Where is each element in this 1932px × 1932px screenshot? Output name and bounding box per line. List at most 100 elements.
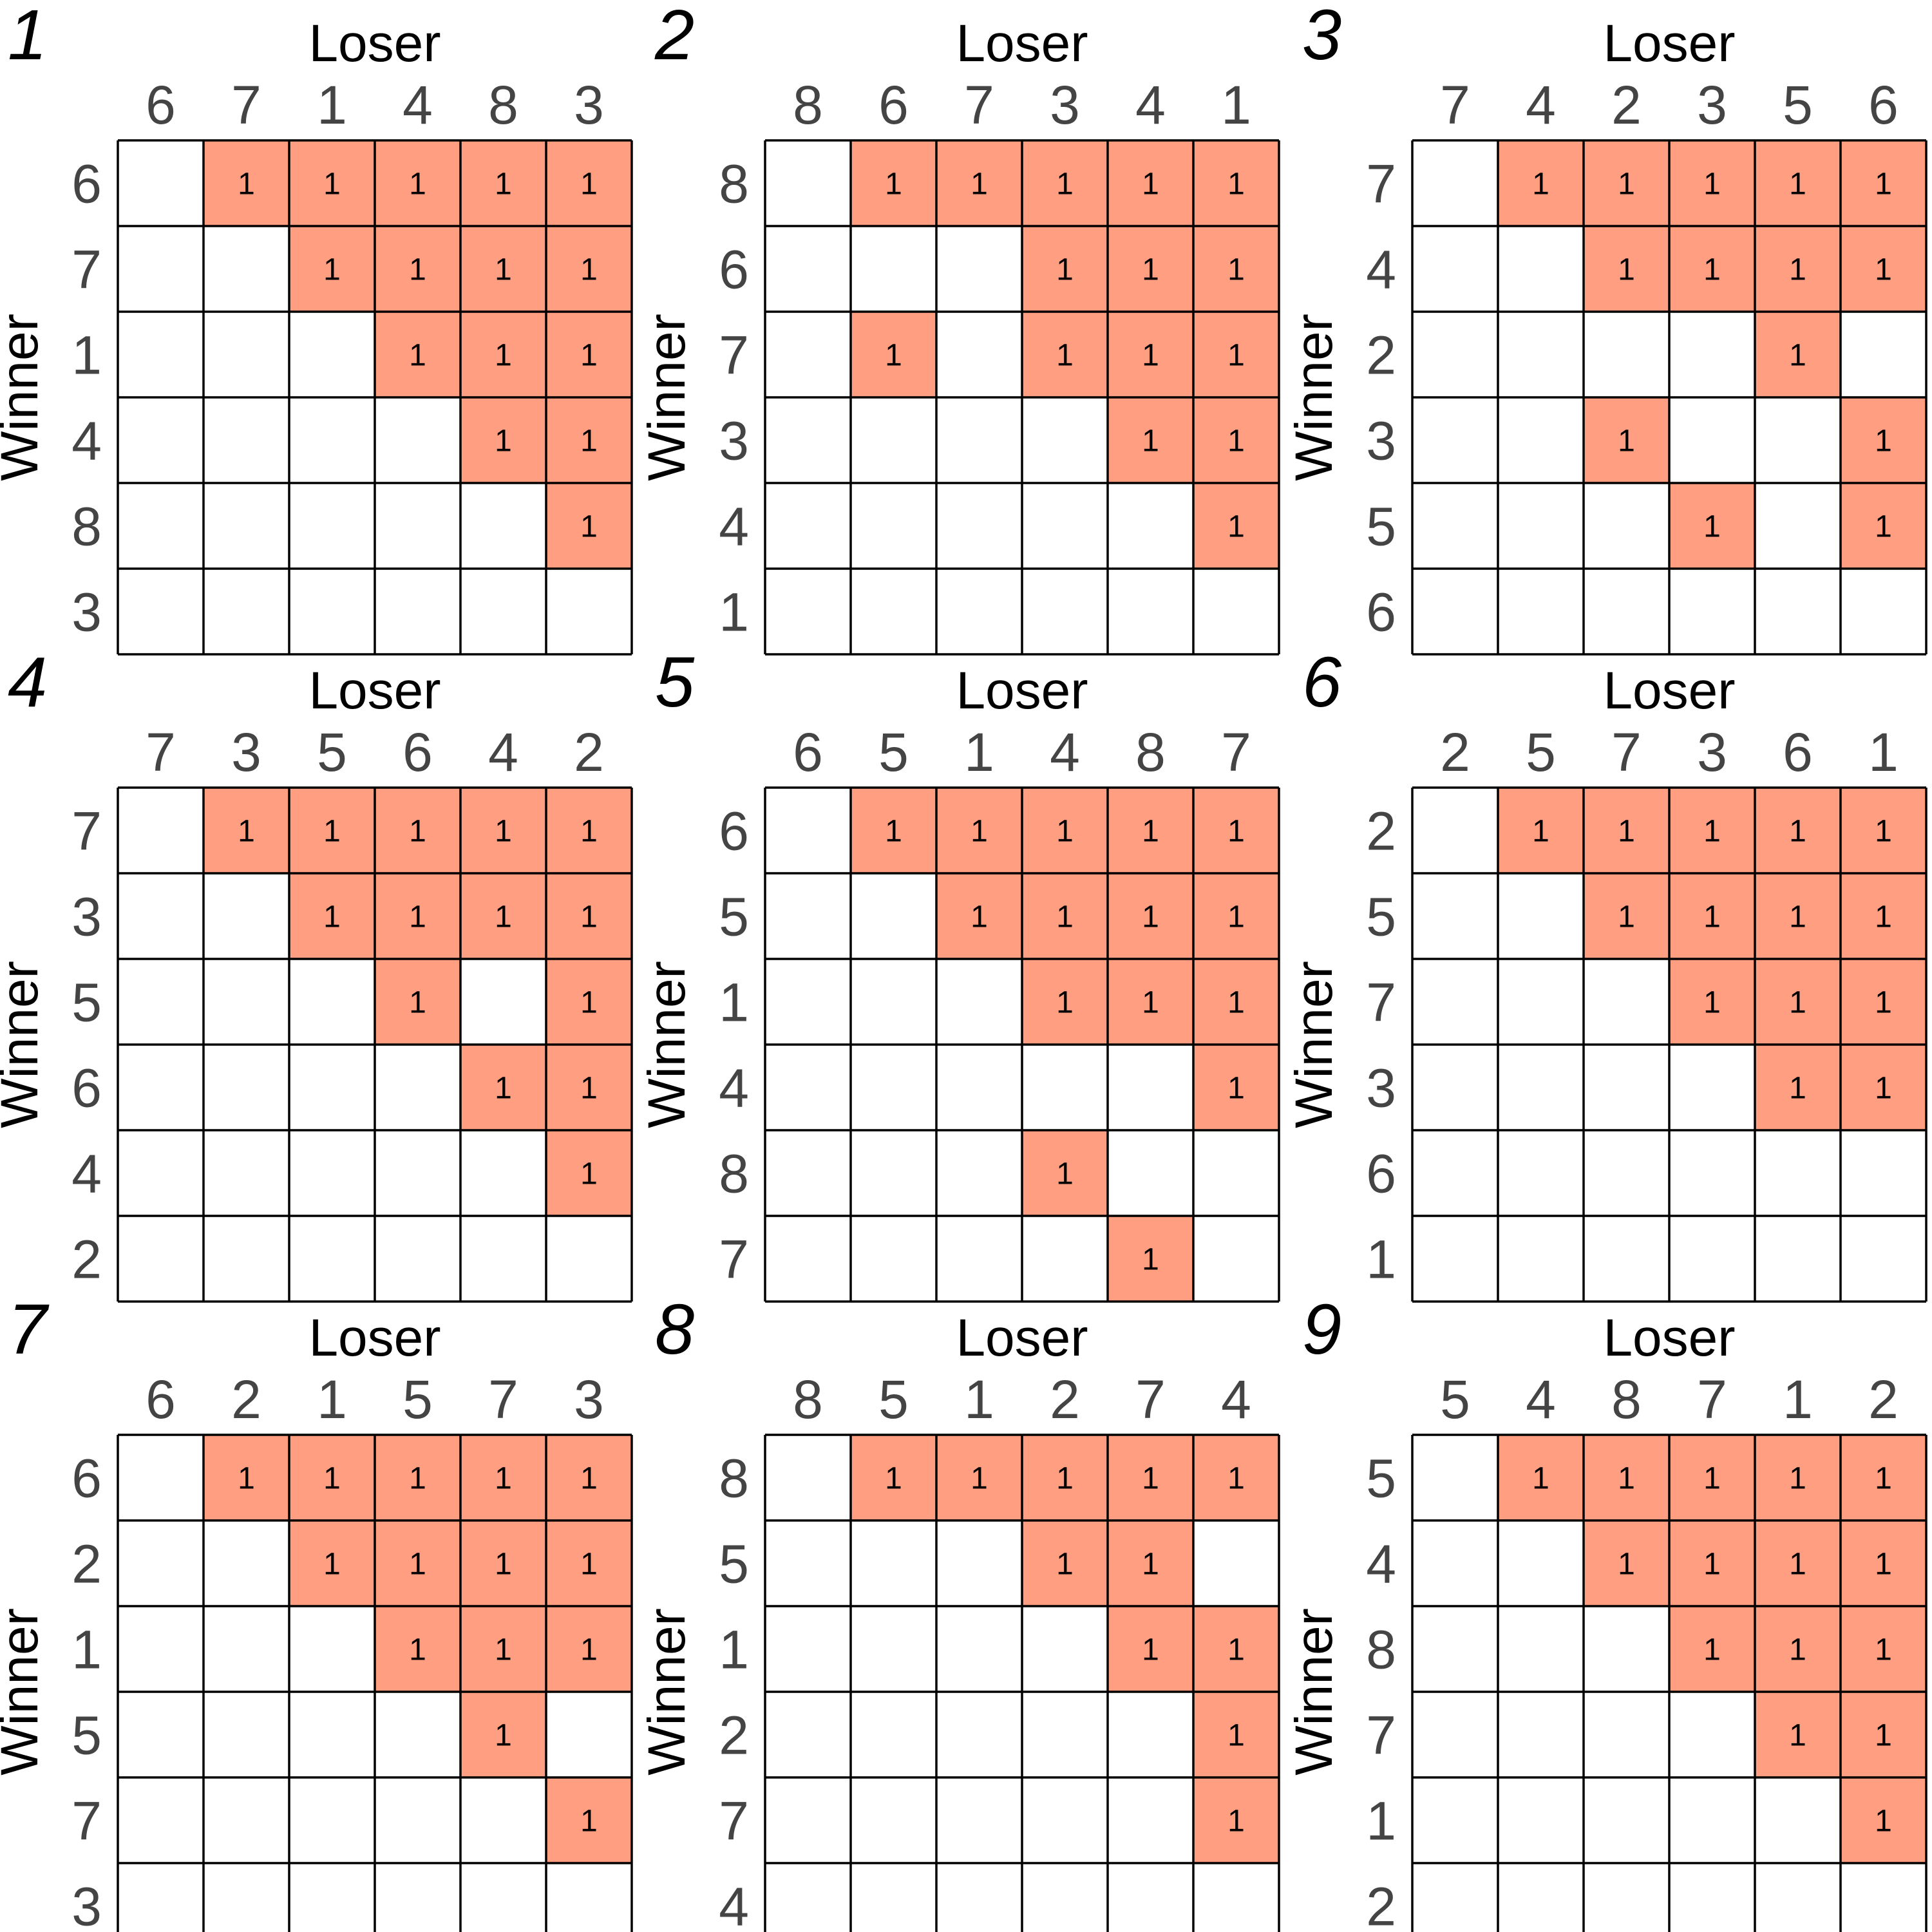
cell-value-label: 1 [1875,424,1892,459]
cell-value-label: 1 [323,167,341,202]
heatmap-cell [375,140,460,226]
x-tick-label: 3 [1050,75,1080,135]
x-axis-title: Loser [1603,14,1735,73]
heatmap-cell [204,483,289,569]
y-axis-title: Winner [638,314,696,481]
x-axis-title: Loser [956,14,1088,73]
heatmap-cell [765,1863,851,1932]
x-tick-label: 5 [317,722,347,782]
cell-value-label: 1 [1875,815,1892,849]
y-tick-label: 7 [1366,154,1396,214]
heatmap-cell [1022,1520,1108,1606]
heatmap-cell [1669,1863,1755,1932]
y-tick-label: 1 [719,1620,749,1680]
heatmap-cell [1669,1045,1755,1130]
heatmap-cell [118,1777,204,1863]
y-tick-label: 5 [1366,1448,1396,1509]
cell-value-label: 1 [1789,986,1806,1020]
heatmap-cell [1022,312,1108,397]
y-tick-label: 8 [1366,1620,1396,1680]
heatmap-cell [851,397,936,483]
x-tick-label: 7 [231,75,261,135]
heatmap-cell [1412,312,1498,397]
heatmap-cell [1412,226,1498,312]
heatmap-cell [546,1777,632,1863]
cell-value-label: 1 [409,253,426,287]
heatmap-cell [1498,1435,1584,1520]
y-tick-label: 3 [1366,1058,1396,1119]
y-tick-label: 4 [719,497,749,557]
heatmap-cell [1584,312,1669,397]
y-tick-label: 3 [71,582,102,643]
heatmap-cell [118,140,204,226]
y-tick-label: 3 [719,411,749,471]
heatmap-cell [375,959,460,1045]
heatmap-cell [1669,1606,1755,1692]
heatmap-cell [1022,397,1108,483]
x-tick-label: 6 [793,722,823,782]
panel-number: 1 [8,0,47,75]
heatmap-cell [1412,1435,1498,1520]
x-tick-label: 3 [231,722,261,782]
cell-value-label: 1 [580,1633,598,1667]
cell-value-label: 1 [495,900,512,934]
heatmap-cell [1108,1216,1193,1302]
heatmap-cell [936,873,1022,959]
heatmap-cell [1584,397,1669,483]
x-tick-label: 6 [402,722,433,782]
x-tick-label: 6 [146,75,176,135]
heatmap-cell [375,1863,460,1932]
cell-value-label: 1 [1056,986,1074,1020]
heatmap-cell [460,483,546,569]
y-tick-label: 5 [1366,497,1396,557]
cell-value-label: 1 [1703,986,1721,1020]
heatmap-cell [375,788,460,873]
cell-value-label: 1 [1227,510,1245,544]
heatmap-cell [1412,1692,1498,1777]
y-tick-label: 6 [71,1058,102,1119]
heatmap-cell [1193,483,1279,569]
heatmap-cell [1498,1520,1584,1606]
cell-value-label: 1 [1056,1548,1074,1582]
heatmap-cell [1841,959,1926,1045]
x-tick-label: 1 [1783,1369,1813,1430]
heatmap-cell [1584,140,1669,226]
heatmap-cell [851,1777,936,1863]
cell-value-label: 1 [1142,167,1159,202]
heatmap-cell [460,1692,546,1777]
heatmap-cell [851,1045,936,1130]
y-tick-label: 7 [719,1229,749,1290]
cell-value-label: 1 [1703,1462,1721,1496]
x-tick-label: 8 [488,75,518,135]
heatmap-cell [1755,569,1841,654]
heatmap-cell [1584,1777,1669,1863]
cell-value-label: 1 [1142,424,1159,459]
x-tick-label: 8 [1611,1369,1642,1430]
cell-value-label: 1 [1703,167,1721,202]
heatmap-cell [1108,1692,1193,1777]
heatmap-cell [460,1435,546,1520]
cell-value-label: 1 [495,1719,512,1753]
heatmap-cell [1108,1520,1193,1606]
heatmap-cell [765,788,851,873]
x-tick-label: 3 [1697,75,1727,135]
cell-value-label: 1 [1703,253,1721,287]
heatmap-cell [851,483,936,569]
heatmap-cell [936,788,1022,873]
heatmap-cell [204,788,289,873]
heatmap-cell [936,1863,1022,1932]
x-axis-title: Loser [308,1309,440,1367]
heatmap-cell [1193,1863,1279,1932]
heatmap-cell [1498,1692,1584,1777]
heatmap-cell [204,873,289,959]
cell-value-label: 1 [1875,167,1892,202]
heatmap-cell [936,1435,1022,1520]
heatmap-cell [1841,1130,1926,1216]
y-tick-label: 4 [1366,240,1396,300]
heatmap-cell [1755,1130,1841,1216]
heatmap-cell [546,1863,632,1932]
heatmap-cell [1669,1435,1755,1520]
heatmap-cell [204,1692,289,1777]
heatmap-cell [1755,483,1841,569]
